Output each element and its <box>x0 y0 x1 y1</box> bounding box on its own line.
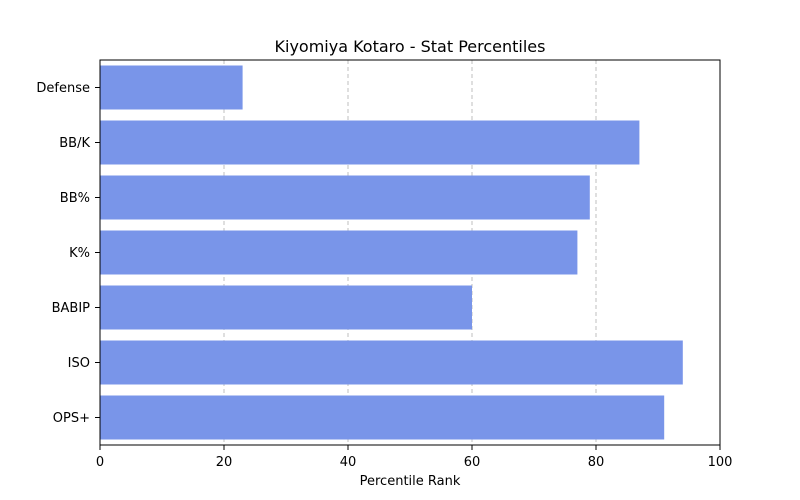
chart-title: Kiyomiya Kotaro - Stat Percentiles <box>275 37 546 56</box>
y-tick-label-1: BB/K <box>59 136 90 151</box>
y-tick-label-5: ISO <box>68 356 90 371</box>
y-tick-label-0: Defense <box>36 81 90 96</box>
x-axis-label: Percentile Rank <box>360 474 461 489</box>
x-tick-label-0: 0 <box>96 455 104 470</box>
bar-0 <box>100 65 243 110</box>
bar-1 <box>100 120 640 165</box>
x-axis-ticks: 0 20 40 60 80 100 <box>96 445 733 470</box>
x-tick-label-2: 40 <box>340 455 357 470</box>
y-tick-label-6: OPS+ <box>53 411 90 426</box>
bar-4 <box>100 285 472 330</box>
bar-2 <box>100 175 590 220</box>
y-tick-label-4: BABIP <box>52 301 91 316</box>
x-tick-label-4: 80 <box>588 455 605 470</box>
x-tick-label-1: 20 <box>216 455 233 470</box>
bar-3 <box>100 230 578 275</box>
x-tick-label-5: 100 <box>708 455 733 470</box>
bar-6 <box>100 395 665 440</box>
y-tick-label-2: BB% <box>60 191 90 206</box>
bars <box>100 65 683 440</box>
bar-5 <box>100 340 683 385</box>
x-tick-label-3: 60 <box>464 455 481 470</box>
y-tick-label-3: K% <box>69 246 90 261</box>
y-axis-ticks: Defense BB/K BB% K% BABIP ISO OPS+ <box>36 81 100 426</box>
